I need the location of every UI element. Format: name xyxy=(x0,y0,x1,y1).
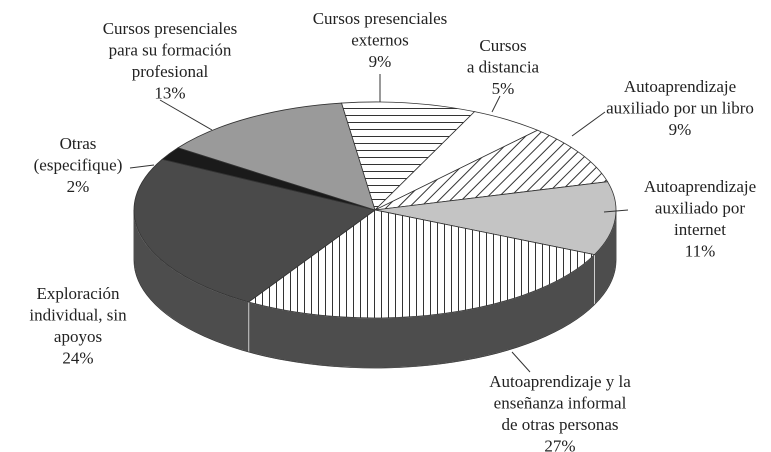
value-label: 13% xyxy=(154,83,185,102)
leader-line xyxy=(603,209,629,213)
slice-label: Autoaprendizaje y la xyxy=(489,372,631,391)
value-label: 5% xyxy=(492,79,515,98)
slice xyxy=(247,209,596,319)
slice-label: Cursos presenciales xyxy=(313,9,448,28)
slice-label: apoyos xyxy=(54,327,102,346)
slice-label: auxiliado por xyxy=(655,198,746,217)
slice-label: enseñanza informal xyxy=(494,393,627,412)
slice xyxy=(340,101,476,211)
slice-label: a distancia xyxy=(467,57,540,76)
value-label: 9% xyxy=(669,120,692,139)
slice xyxy=(133,158,376,303)
slice-label: de otras personas xyxy=(501,415,618,434)
slice xyxy=(177,102,376,211)
slice xyxy=(374,181,617,256)
slice xyxy=(374,129,609,211)
slice-label: Autoaprendizaje xyxy=(644,177,756,196)
slice-label: externos xyxy=(351,30,409,49)
slice-label: individual, sin xyxy=(29,305,127,324)
leader-line xyxy=(491,95,501,113)
slice-label: auxiliado por un libro xyxy=(606,98,754,117)
slice-label: Cursos xyxy=(479,36,526,55)
value-label: 2% xyxy=(67,177,90,196)
slice-label: Autoaprendizaje xyxy=(624,77,736,96)
leader-line xyxy=(129,164,155,169)
slice-label: Exploración xyxy=(36,284,120,303)
leader-line xyxy=(159,99,213,131)
slice-label: (especifique) xyxy=(34,155,123,174)
slice-label: Otras xyxy=(60,134,97,153)
value-label: 24% xyxy=(62,348,93,367)
slice-label: profesional xyxy=(132,62,209,81)
value-label: 11% xyxy=(685,241,716,260)
slice-label: internet xyxy=(674,220,726,239)
slice-label: para su formación xyxy=(109,40,232,59)
pie-edge xyxy=(133,210,617,369)
slice-label: Cursos presenciales xyxy=(103,19,238,38)
leader-line xyxy=(511,351,531,373)
value-label: 27% xyxy=(544,436,575,452)
value-label: 9% xyxy=(369,52,392,71)
leader-line xyxy=(571,111,606,137)
